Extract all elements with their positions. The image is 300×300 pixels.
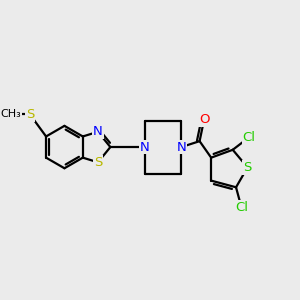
Text: O: O [199, 113, 209, 127]
Text: S: S [94, 156, 102, 169]
Text: N: N [176, 141, 186, 154]
Text: N: N [140, 141, 150, 154]
Text: CH₃: CH₃ [0, 110, 21, 119]
Text: Cl: Cl [235, 201, 248, 214]
Text: Cl: Cl [242, 131, 255, 144]
Text: S: S [26, 108, 34, 121]
Text: S: S [243, 161, 252, 174]
Text: N: N [93, 125, 103, 138]
